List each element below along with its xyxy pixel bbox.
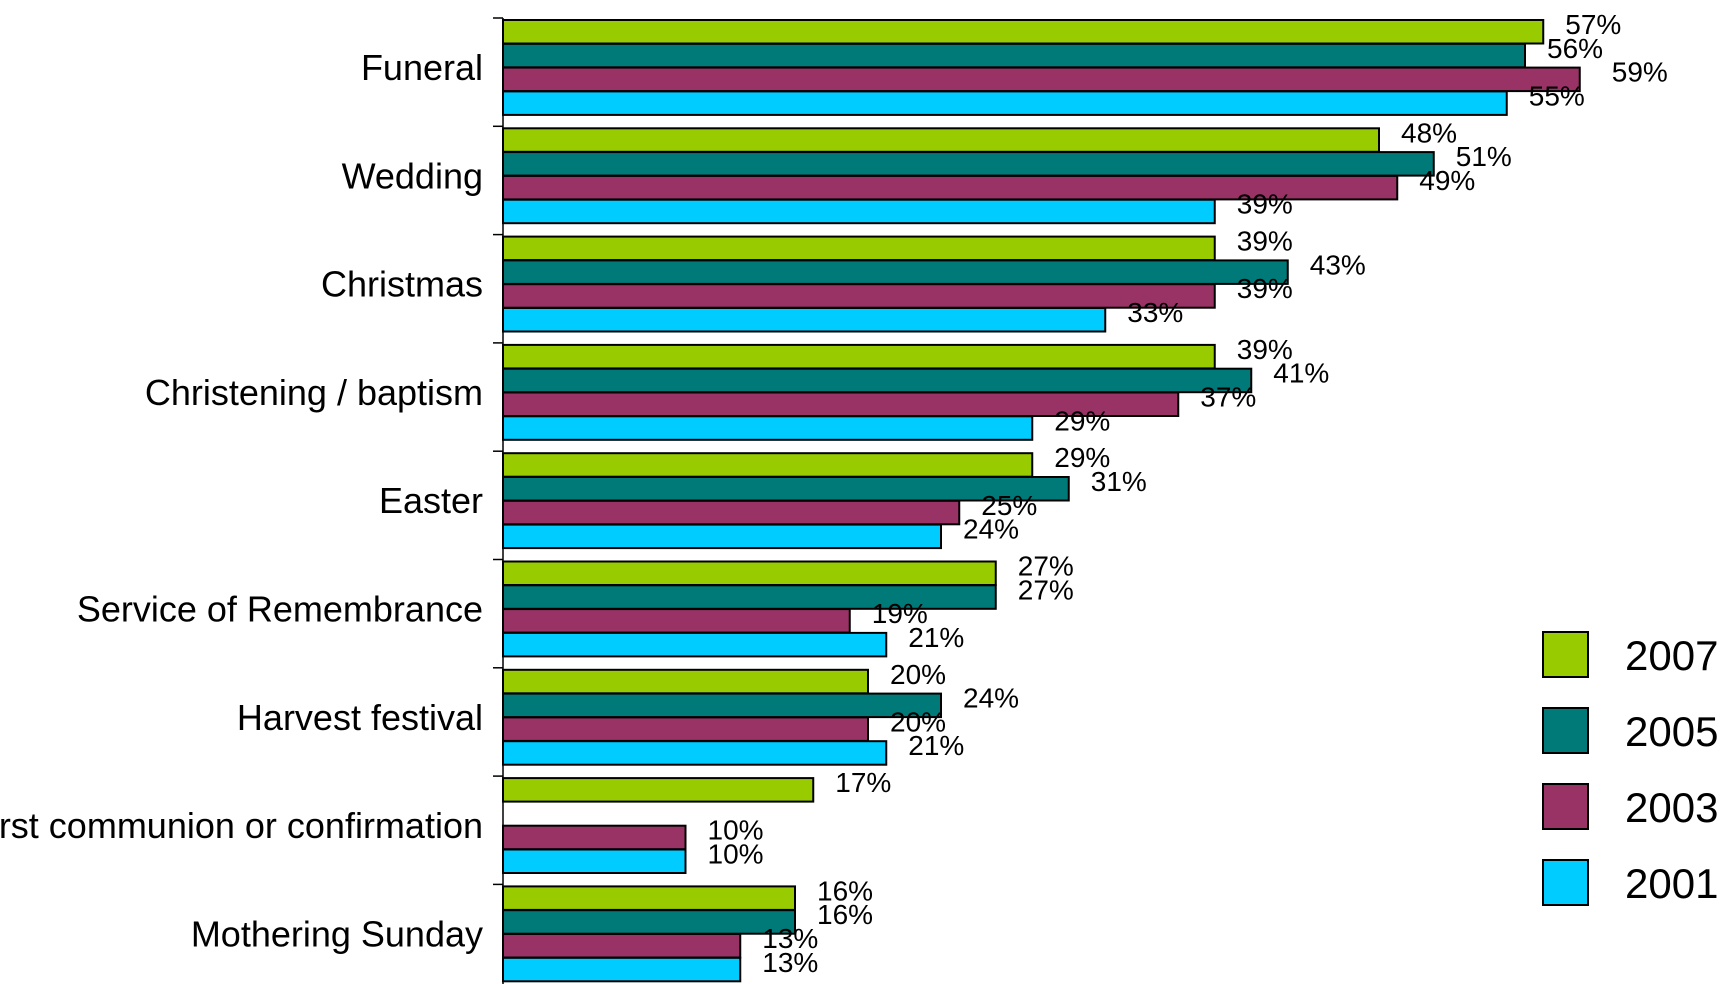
data-label-easter-2007: 29% — [1054, 442, 1110, 473]
bar-wedding-2001 — [502, 198, 1216, 225]
bar-mothering-sunday-2007 — [502, 885, 796, 911]
bar-mothering-sunday-2001 — [502, 956, 742, 983]
bar-easter-2007 — [502, 452, 1034, 478]
data-label-christmas-2003: 39% — [1237, 273, 1293, 304]
bar-christmas-2007 — [502, 235, 1216, 262]
data-label-mothering-sunday-2003: 13% — [762, 923, 818, 954]
bar-funeral-2003 — [502, 66, 1581, 93]
category-label-harvest-festival: Harvest festival — [237, 697, 483, 738]
category-label-service-of-remembrance: Service of Remembrance — [77, 589, 483, 630]
data-label-easter-2001: 24% — [963, 514, 1019, 545]
data-label-christmas-2001: 33% — [1127, 297, 1183, 328]
data-label-easter-2003: 25% — [981, 490, 1037, 521]
data-label-wedding-2005: 51% — [1456, 141, 1512, 172]
bar-funeral-2001 — [502, 90, 1508, 116]
data-label-harvest-festival-2003: 20% — [890, 706, 946, 737]
bar-christmas-2001 — [502, 307, 1107, 333]
bar-first-communion-or-confirmation-2007 — [502, 777, 815, 803]
data-label-mothering-sunday-2007: 16% — [817, 875, 873, 906]
data-label-christmas-2007: 39% — [1237, 226, 1293, 257]
legend-label-2005: 2005 — [1625, 708, 1718, 755]
data-label-funeral-2007: 57% — [1565, 9, 1621, 40]
bar-christmas-2003 — [502, 283, 1216, 309]
category-label-first-communion-or-confirmation: First communion or confirmation — [0, 805, 483, 846]
data-label-service-of-remembrance-2003: 19% — [872, 598, 928, 629]
y-axis — [493, 17, 504, 984]
data-label-wedding-2007: 48% — [1401, 117, 1457, 148]
legend-swatch-2005 — [1542, 707, 1589, 754]
bar-harvest-festival-2005 — [502, 692, 942, 719]
bar-first-communion-or-confirmation-2001 — [502, 848, 687, 874]
data-labels-layer: 57%56%59%55%48%51%49%39%39%43%39%33%39%4… — [708, 9, 1668, 978]
data-label-funeral-2001: 55% — [1529, 80, 1585, 111]
data-label-christening-baptism-2003: 37% — [1200, 382, 1256, 413]
category-label-easter: Easter — [379, 480, 483, 521]
bar-christening-baptism-2001 — [502, 415, 1034, 441]
category-labels-layer: Funeral Wedding Christmas Christening / bap… — [0, 47, 483, 954]
data-label-first-communion-or-confirmation-2001: 10% — [708, 839, 764, 870]
data-label-funeral-2005: 56% — [1547, 33, 1603, 64]
bar-funeral-2007 — [502, 19, 1545, 45]
bar-mothering-sunday-2003 — [502, 933, 742, 959]
bar-christening-baptism-2007 — [502, 343, 1216, 370]
data-label-mothering-sunday-2005: 16% — [817, 899, 873, 930]
legend-label-2007: 2007 — [1625, 632, 1718, 679]
data-label-service-of-remembrance-2005: 27% — [1018, 574, 1074, 605]
category-label-mothering-sunday: Mothering Sunday — [191, 913, 483, 954]
data-label-harvest-festival-2007: 20% — [890, 659, 946, 690]
category-label-christening-baptism: Christening / baptism — [145, 372, 483, 413]
data-label-christening-baptism-2007: 39% — [1237, 334, 1293, 365]
legend-label-2003: 2003 — [1625, 784, 1718, 831]
bar-christening-baptism-2005 — [502, 367, 1253, 394]
data-label-funeral-2003: 59% — [1612, 57, 1668, 88]
data-label-christening-baptism-2005: 41% — [1273, 358, 1329, 389]
bar-easter-2001 — [502, 523, 942, 550]
bar-first-communion-or-confirmation-2003 — [502, 824, 687, 851]
legend-swatch-2007 — [1542, 631, 1589, 678]
legend-label-2001: 2001 — [1625, 860, 1718, 907]
data-label-christening-baptism-2001: 29% — [1054, 405, 1110, 436]
data-label-wedding-2003: 49% — [1419, 165, 1475, 196]
bars-layer — [502, 19, 1581, 983]
data-label-easter-2005: 31% — [1091, 466, 1147, 497]
bar-funeral-2005 — [502, 42, 1526, 69]
data-label-mothering-sunday-2001: 13% — [762, 947, 818, 978]
category-label-wedding: Wedding — [342, 155, 483, 196]
category-label-christmas: Christmas — [321, 264, 483, 305]
bar-harvest-festival-2001 — [502, 740, 888, 766]
data-label-service-of-remembrance-2007: 27% — [1018, 551, 1074, 582]
data-label-christmas-2005: 43% — [1310, 249, 1366, 280]
data-label-harvest-festival-2005: 24% — [963, 683, 1019, 714]
bar-service-of-remembrance-2001 — [502, 631, 888, 658]
data-label-wedding-2001: 39% — [1237, 189, 1293, 220]
bar-wedding-2005 — [502, 151, 1435, 177]
data-label-first-communion-or-confirmation-2007: 17% — [835, 767, 891, 798]
bar-easter-2003 — [502, 499, 961, 526]
legend: 2007 2005 2003 2001 — [1542, 631, 1718, 907]
data-label-first-communion-or-confirmation-2003: 10% — [708, 815, 764, 846]
legend-swatch-2003 — [1542, 783, 1589, 830]
bar-wedding-2007 — [502, 127, 1380, 153]
data-label-harvest-festival-2001: 21% — [908, 730, 964, 761]
legend-swatch-2001 — [1542, 859, 1589, 906]
bar-harvest-festival-2003 — [502, 716, 869, 742]
bar-service-of-remembrance-2003 — [502, 608, 851, 634]
data-label-service-of-remembrance-2001: 21% — [908, 622, 964, 653]
category-label-funeral: Funeral — [361, 47, 483, 88]
bar-christmas-2005 — [502, 259, 1289, 285]
bar-harvest-festival-2007 — [502, 668, 869, 695]
bar-service-of-remembrance-2007 — [502, 560, 997, 586]
bar-mothering-sunday-2005 — [502, 909, 796, 935]
